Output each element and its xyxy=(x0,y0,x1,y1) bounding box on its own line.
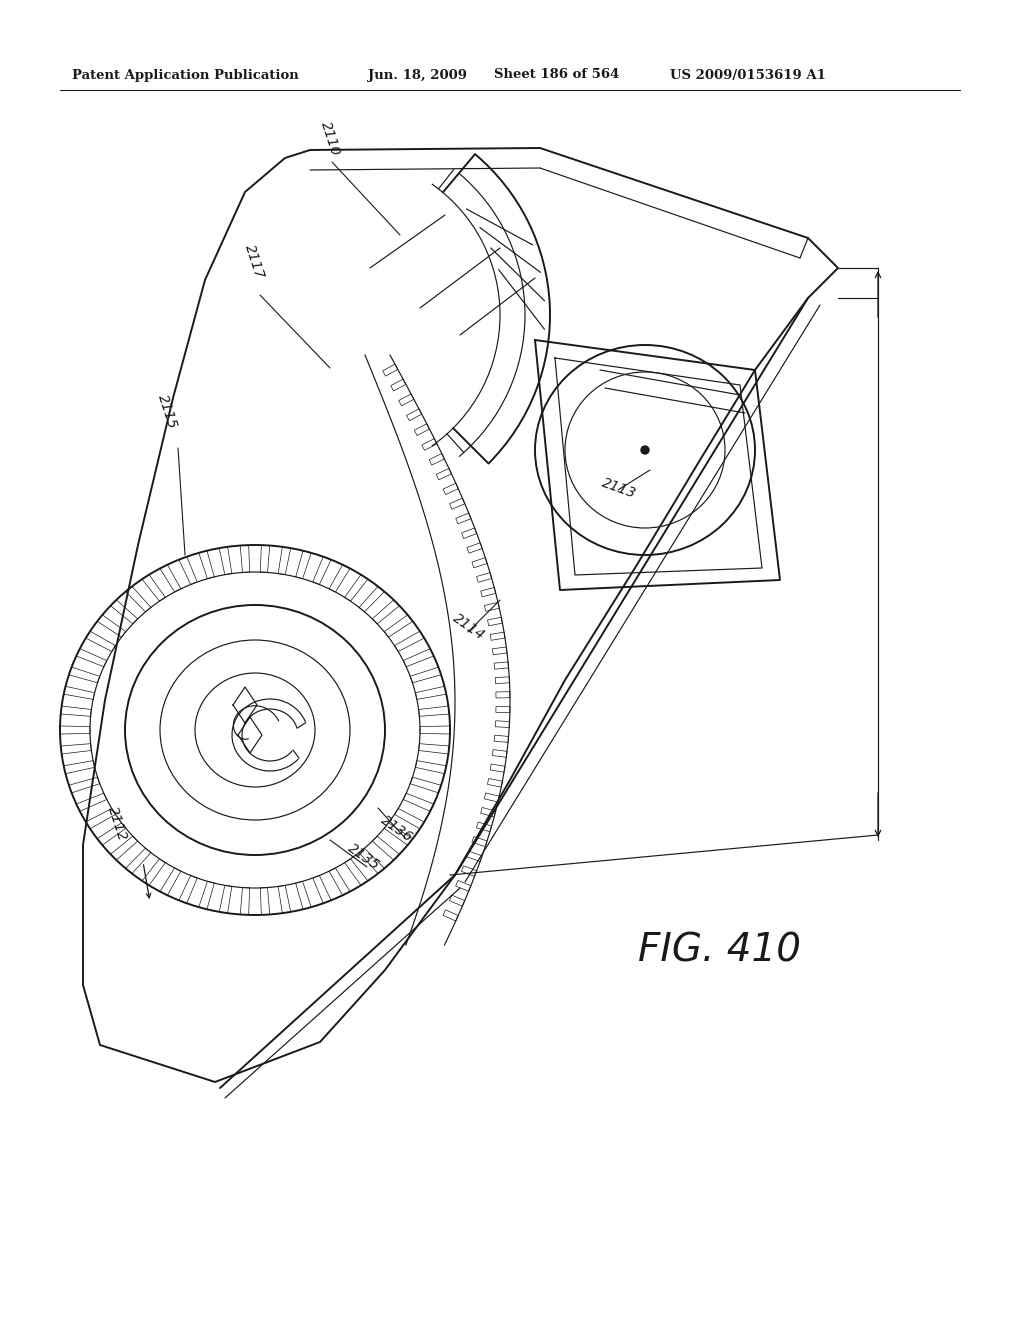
Text: 2112: 2112 xyxy=(105,805,129,843)
Text: 2136: 2136 xyxy=(378,813,415,845)
Text: Sheet 186 of 564: Sheet 186 of 564 xyxy=(494,69,620,82)
Text: 2110: 2110 xyxy=(318,120,342,158)
Text: Patent Application Publication: Patent Application Publication xyxy=(72,69,299,82)
Text: 2135: 2135 xyxy=(345,841,382,873)
Text: 2114: 2114 xyxy=(450,611,487,643)
Text: FIG. 410: FIG. 410 xyxy=(638,931,801,969)
Text: US 2009/0153619 A1: US 2009/0153619 A1 xyxy=(670,69,826,82)
Text: 2117: 2117 xyxy=(242,243,266,281)
Text: 2115: 2115 xyxy=(155,393,179,432)
Text: Jun. 18, 2009: Jun. 18, 2009 xyxy=(368,69,467,82)
Ellipse shape xyxy=(641,446,649,454)
Text: 2113: 2113 xyxy=(600,475,638,502)
